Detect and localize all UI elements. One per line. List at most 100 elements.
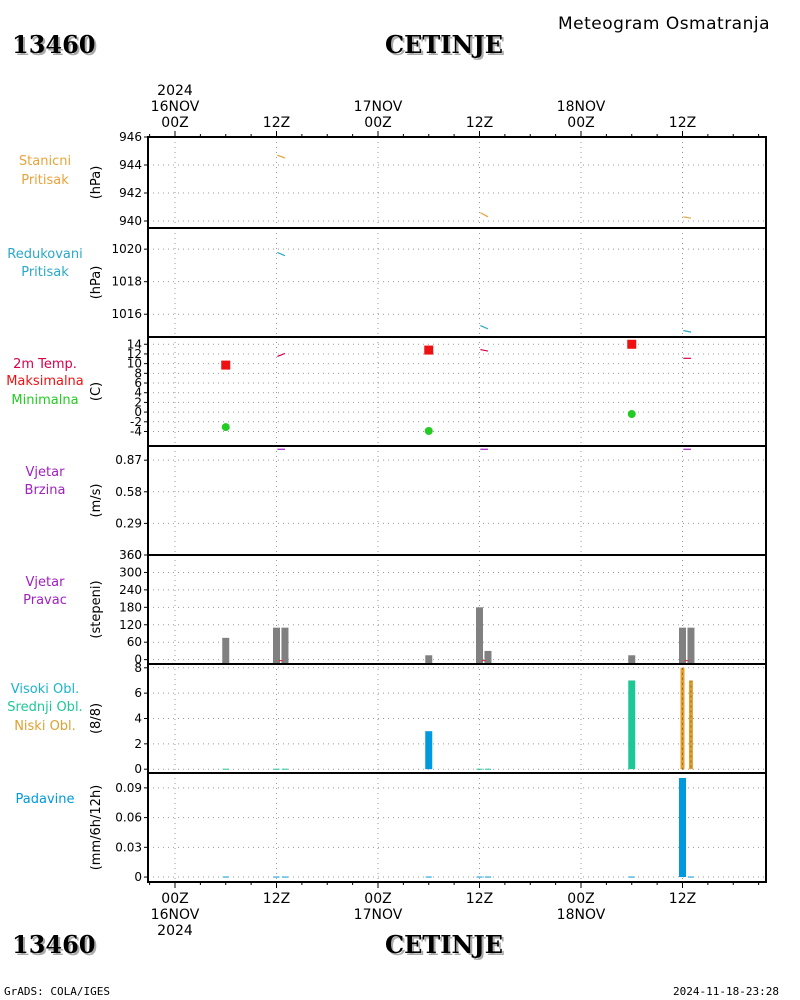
timestamp-label: 2024-11-18-23:28 — [673, 985, 779, 998]
panel-label: Pritisak — [21, 173, 69, 188]
data-segment — [277, 352, 286, 357]
x-axis-label-bottom: 12Z — [466, 891, 493, 907]
y-tick-label: 120 — [119, 618, 142, 632]
y-tick-label: 2 — [134, 395, 142, 409]
x-axis-label-top: 12Z — [466, 115, 493, 131]
panel-label: Maksimalna — [6, 374, 84, 389]
panel-label: Pravac — [23, 593, 67, 608]
y-tick-label: 360 — [119, 548, 142, 562]
tmax-marker — [424, 345, 434, 355]
x-axis-label-top: 12Z — [669, 115, 696, 131]
y-tick-label: -4 — [130, 424, 142, 438]
panel-label: Minimalna — [11, 393, 78, 408]
wind-direction-bar — [687, 627, 695, 664]
y-tick-label: 0.58 — [115, 485, 142, 499]
x-axis-label-top: 16NOV — [151, 99, 200, 115]
axis-unit-label: (m/s) — [89, 484, 104, 518]
y-tick-label: 0.87 — [115, 453, 142, 467]
axis-unit-label: (C) — [89, 382, 104, 401]
x-axis-label-bottom: 16NOV — [151, 907, 200, 923]
tmax-marker — [221, 360, 231, 370]
data-segment — [683, 216, 692, 219]
wind-direction-bar — [222, 637, 230, 664]
precip-bar — [679, 777, 686, 878]
y-tick-label: 10 — [127, 357, 142, 371]
low-cloud-bar — [688, 680, 693, 770]
x-axis-label-bottom: 00Z — [161, 891, 188, 907]
x-axis-label-top: 00Z — [161, 115, 188, 131]
y-tick-label: 6 — [134, 686, 142, 700]
y-tick-label: 1020 — [111, 242, 142, 256]
axis-unit-label: (hPa) — [89, 266, 104, 300]
wind-direction-bar — [484, 650, 492, 664]
x-axis-label-bottom: 12Z — [263, 891, 290, 907]
y-tick-label: 14 — [127, 337, 142, 351]
y-tick-label: 0.09 — [115, 781, 142, 795]
y-tick-label: 1016 — [111, 307, 142, 321]
wind-direction-bar — [628, 655, 636, 664]
panel-label: Visoki Obl. — [11, 682, 79, 697]
panel-label: Brzina — [25, 483, 66, 498]
tmin-marker — [627, 410, 636, 419]
station-id-bottom: 13460 — [12, 930, 96, 959]
x-axis-label-top: 18NOV — [557, 99, 606, 115]
y-tick-label: 4 — [134, 712, 142, 726]
wind-direction-bar — [425, 655, 433, 664]
panel-label: Redukovani — [7, 247, 82, 262]
tmin-marker — [221, 423, 230, 432]
x-axis-label-top: 2024 — [157, 83, 193, 99]
panel-label: Niski Obl. — [14, 719, 76, 734]
y-tick-label: 0.03 — [115, 840, 142, 854]
data-segment — [480, 212, 489, 218]
tmax-marker — [627, 339, 637, 349]
y-tick-label: 0.29 — [115, 516, 142, 530]
y-tick-label: 300 — [119, 565, 142, 579]
station-name-top: CETINJE — [385, 30, 504, 59]
x-axis-label-bottom: 17NOV — [354, 907, 403, 923]
data-segment — [480, 325, 489, 330]
axis-unit-label: (hPa) — [89, 166, 104, 200]
panel-label: 2m Temp. — [13, 357, 77, 372]
y-tick-label: 4 — [134, 386, 142, 400]
axis-unit-label: (8/8) — [89, 703, 104, 734]
high-cloud-bar — [425, 731, 433, 770]
y-tick-label: -2 — [130, 415, 142, 429]
panel-frame — [147, 772, 767, 883]
y-tick-label: 60 — [127, 635, 142, 649]
y-tick-label: 0 — [134, 653, 142, 667]
x-axis-label-top: 00Z — [567, 115, 594, 131]
data-segment — [277, 251, 286, 257]
x-axis-label-bottom: 12Z — [669, 891, 696, 907]
tmin-marker — [424, 426, 433, 435]
data-segment — [480, 349, 489, 352]
panel-label: Pritisak — [21, 265, 69, 280]
y-tick-label: 0 — [134, 870, 142, 884]
x-axis-label-bottom: 00Z — [364, 891, 391, 907]
y-tick-label: 944 — [119, 158, 142, 172]
y-tick-label: 8 — [134, 366, 142, 380]
y-tick-label: 0.06 — [115, 811, 142, 825]
credit-label: GrADS: COLA/IGES — [4, 985, 110, 998]
y-tick-label: 0 — [134, 762, 142, 776]
x-axis-label-top: 00Z — [364, 115, 391, 131]
panel-label: Vjetar — [26, 575, 66, 590]
y-tick-label: 946 — [119, 130, 142, 144]
panel-frame — [147, 445, 767, 556]
y-tick-label: 240 — [119, 583, 142, 597]
y-tick-label: 8 — [134, 661, 142, 675]
station-id-top: 13460 — [12, 30, 96, 59]
station-name-bottom: CETINJE — [385, 930, 504, 959]
wind-direction-bar — [476, 607, 483, 664]
panel-frame — [147, 136, 767, 229]
panel-label: Vjetar — [26, 465, 66, 480]
x-axis-label-bottom: 00Z — [567, 891, 594, 907]
data-segment — [277, 154, 286, 159]
panel-label: Stanicni — [19, 154, 71, 169]
panel-frame — [147, 227, 767, 338]
wind-direction-bar — [273, 627, 280, 664]
y-tick-label: 6 — [134, 376, 142, 390]
axis-unit-label: (stepeni) — [89, 580, 104, 638]
axis-unit-label: (mm/6h/12h) — [89, 785, 104, 871]
y-tick-label: 0 — [134, 548, 142, 562]
